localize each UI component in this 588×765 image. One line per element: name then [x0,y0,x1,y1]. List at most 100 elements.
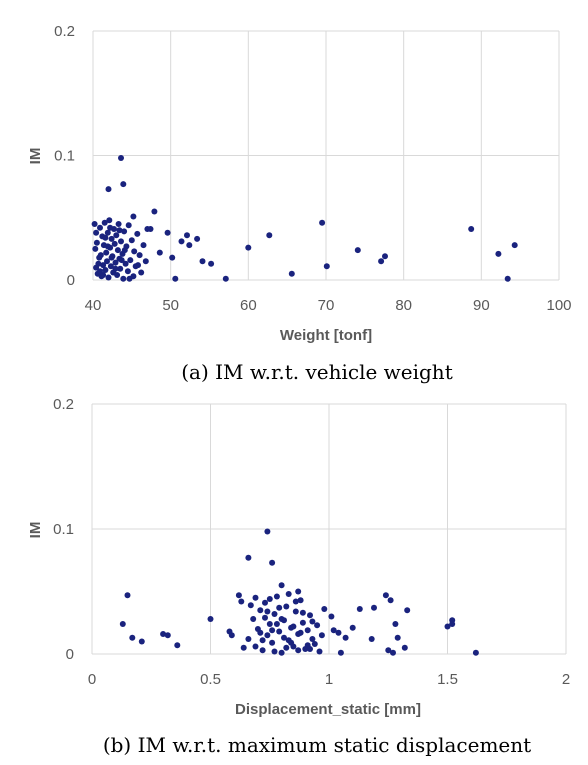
chart-b-x-tick-label: 1.5 [437,671,458,688]
chart-a-data-point [184,232,190,239]
chart-a-data-point [156,249,163,256]
chart-b-data-point [257,607,264,614]
chart-b-data-point [273,593,280,600]
chart-b-y-tick-label: 0.2 [53,396,74,413]
chart-a-data-point [124,268,131,275]
chart-a-data-point [122,260,129,267]
chart-a-data-point [104,258,110,265]
chart-a-data-point [102,267,109,273]
chart-a-y-tick-label: 0.1 [54,148,75,165]
chart-a-data-point [151,208,158,215]
chart-a-data-point [118,155,124,161]
chart-b-data-point [273,621,280,627]
chart-a-x-axis-title: Weight [tonf] [280,327,372,344]
chart-a-data-point [169,254,176,261]
chart-b-data-point [228,632,235,639]
chart-a-data-point [495,250,502,257]
chart-b-gridlines [91,403,567,655]
chart-b-data-point [295,647,302,654]
chart-a-data-point [164,229,171,236]
chart-a-data-point [323,263,330,270]
chart-a-data-point [125,222,132,229]
chart-a-data-point [128,237,135,244]
chart-a-data-point [127,257,134,264]
chart-a-data-point [208,260,215,267]
chart-a-data-point [112,259,119,266]
chart-a-data-point [382,253,388,260]
chart-b-data-point [262,599,268,606]
chart-b-points [119,528,479,656]
chart-b-data-point [252,594,259,601]
chart-b-data-point [385,647,392,654]
chart-a-data-point [130,213,137,220]
chart-a-x-tick-label: 40 [85,297,102,314]
chart-a-data-point [511,242,518,249]
chart-a-caption: (a) IM w.r.t. vehicle weight [181,360,452,384]
chart-a-y-axis-title: IM [27,148,44,165]
chart-a-data-point [97,268,103,275]
chart-b-data-point [266,596,273,602]
chart-b-data-point [335,629,342,636]
chart-a-data-point [114,272,121,278]
chart-b-data-point [276,604,283,611]
chart-a-data-point [105,186,112,193]
chart-a-data-point [107,224,114,231]
chart-b-data-point [283,644,290,651]
chart-a-data-point [468,226,475,232]
chart-a-data-point [126,275,133,282]
chart-b-data-point [307,612,313,619]
chart-a-data-point [100,262,107,269]
chart-b-data-point [245,636,252,642]
chart-a-data-point [142,258,149,265]
chart-a-data-point [131,248,138,255]
chart-b-data-point [349,624,356,631]
chart-b-data-point [297,629,304,636]
chart-b-x-tick-label: 1 [325,671,333,688]
chart-a-data-point [95,260,102,267]
chart-a-data-point [107,263,114,270]
chart-b-data-point [297,597,304,604]
chart-b-data-point [316,648,323,655]
chart-b-data-point [382,592,389,599]
chart-b-caption: (b) IM w.r.t. maximum static displacemen… [103,733,531,757]
chart-a-data-point [93,229,100,236]
chart-a-data-point [147,226,154,232]
chart-a-data-point [102,234,109,241]
chart-b-data-point [269,559,276,566]
chart-a-data-point [194,235,201,242]
chart-a-x-tick-label: 80 [395,297,412,314]
chart-b-data-point [259,637,266,644]
chart-b-data-point [311,641,318,647]
chart-b-data-point [262,614,268,621]
chart-a-data-point [91,221,98,227]
chart-a-data-point [140,242,147,249]
chart-a-x-tick-label: 50 [162,297,179,314]
chart-a-data-point [245,244,252,251]
chart-b-data-point [257,629,264,636]
chart-b-data-point [264,528,271,535]
chart-a-data-point [319,219,326,226]
chart-b-data-point [281,634,287,641]
chart-a-data-point [378,258,385,265]
chart-a-data-point [104,229,111,236]
chart-a-data-point [186,242,193,249]
chart-a-data-point [108,235,115,242]
chart-a-data-point [115,221,122,227]
chart-a-data-point [136,252,143,259]
chart-b-data-point [269,639,276,646]
chart-b-y-tick-label: 0 [66,646,74,663]
chart-b-data-point [449,621,456,627]
chart-b-data-point [309,618,316,625]
chart-a-data-point [120,181,127,188]
chart-b-data-point [247,602,254,609]
chart-b-data-point [283,603,290,610]
chart-b-data-point [337,649,344,656]
chart-b-data-point [444,623,451,630]
chart-b-data-point [271,648,278,655]
chart-a-data-point [93,239,100,246]
chart-b-data-point [330,627,337,634]
chart-a-x-tick-label: 60 [240,297,257,314]
chart-b-data-point [292,608,299,615]
chart-b-data-point [295,588,302,595]
